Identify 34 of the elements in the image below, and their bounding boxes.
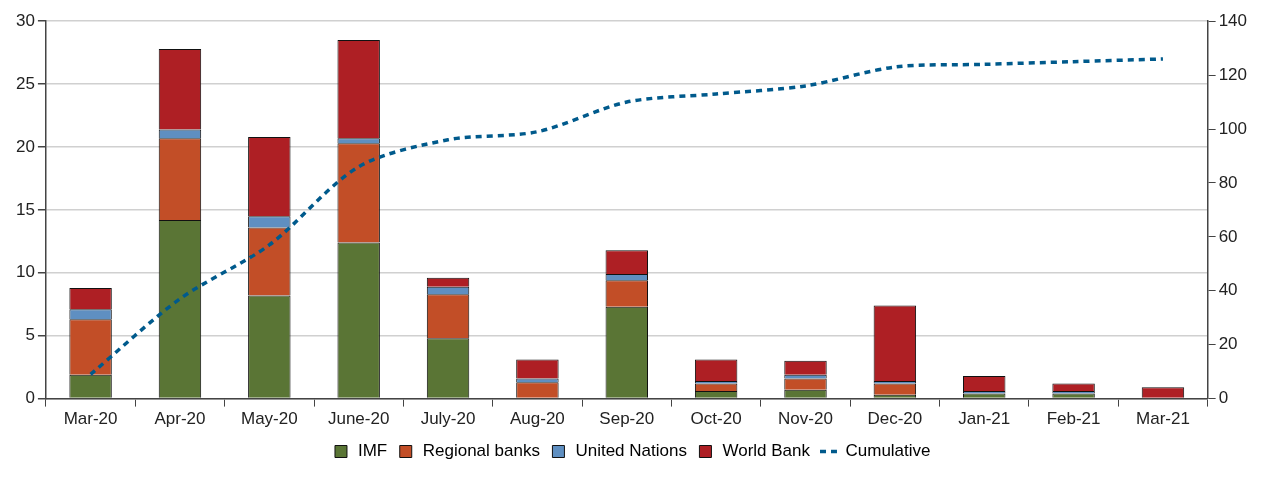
x-tick-label: Aug-20: [509, 409, 565, 429]
y2-tick-label: 40: [1218, 280, 1238, 300]
y-tick-label: 25: [15, 73, 35, 93]
y-tick-label: 30: [15, 10, 35, 30]
y2-tick-label: 0: [1218, 388, 1229, 408]
y-tick-label: 0: [25, 388, 35, 408]
y2-tick-label: 60: [1218, 226, 1238, 246]
y2-tick-label: 100: [1218, 118, 1248, 138]
y-tick-label: 5: [25, 325, 35, 345]
x-tick-label: Dec-20: [867, 409, 923, 429]
x-tick-label: July-20: [420, 409, 476, 429]
x-tick-label: Mar-21: [1136, 409, 1190, 429]
y-tick-label: 20: [15, 136, 35, 156]
y-tick-label: 10: [15, 262, 35, 282]
line-series: [88, 57, 1165, 377]
y2-tick-label: 20: [1218, 334, 1238, 354]
y-tick-label: 15: [15, 199, 35, 219]
x-tick-label: June-20: [327, 409, 390, 429]
x-tick-label: Oct-20: [690, 409, 742, 429]
x-tick-label: Feb-21: [1046, 409, 1101, 429]
legend-label: Regional banks: [422, 441, 540, 461]
x-tick-label: May-20: [240, 409, 298, 429]
x-tick-label: Nov-20: [778, 409, 833, 429]
y2-tick-label: 140: [1218, 10, 1248, 30]
x-tick-label: Sep-20: [599, 409, 655, 429]
y2-tick-label: 120: [1218, 64, 1248, 84]
legend-label: United Nations: [575, 441, 687, 461]
y2-tick-label: 80: [1218, 172, 1238, 192]
legend-label: World Bank: [722, 441, 811, 461]
x-tick-label: Mar-20: [63, 409, 118, 429]
legend-label: IMF: [357, 441, 388, 461]
legend-label: Cumulative: [845, 441, 931, 461]
x-tick-label: Jan-21: [958, 409, 1011, 429]
x-tick-label: Apr-20: [154, 409, 206, 429]
